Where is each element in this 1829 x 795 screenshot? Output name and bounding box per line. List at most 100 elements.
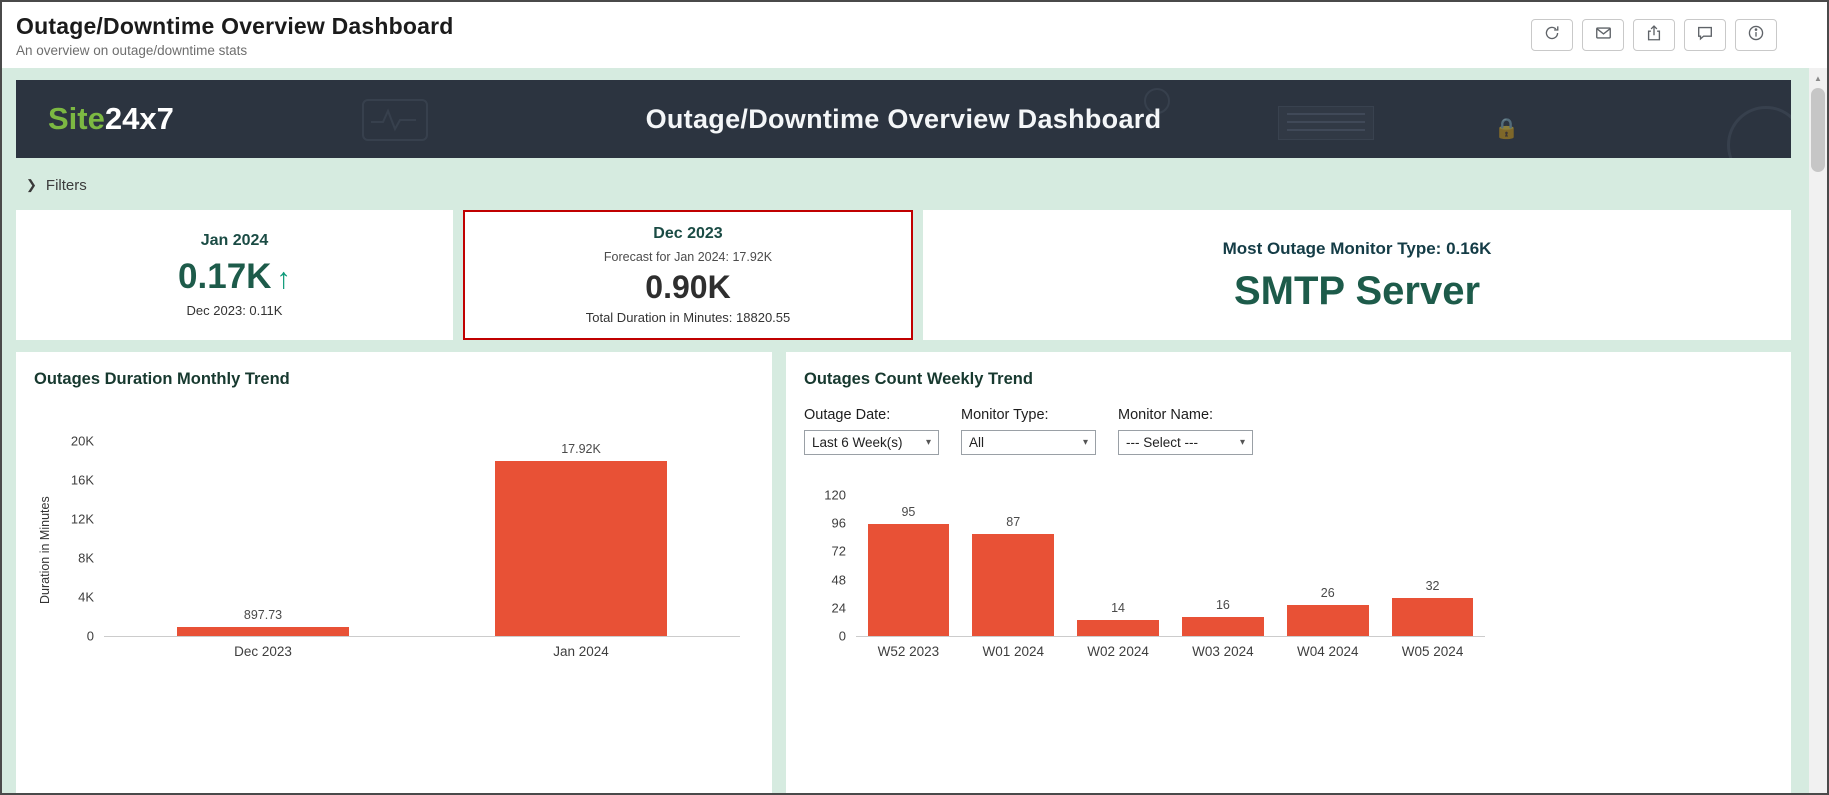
chart-outages-count-weekly: Outages Count Weekly Trend Outage Date: … bbox=[786, 352, 1791, 793]
kpi-card-jan-2024[interactable]: Jan 2024 0.17K ↑ Dec 2023: 0.11K bbox=[16, 210, 453, 340]
dashboard-content: Site24x7 Outage/Downtime Overview Dashbo… bbox=[2, 68, 1827, 793]
pulse-monitor-icon bbox=[361, 98, 429, 147]
y-axis-tick: 16K bbox=[70, 472, 94, 488]
bar-value-label: 14 bbox=[1111, 600, 1126, 615]
bar-w52-2023[interactable]: 95 bbox=[867, 505, 950, 636]
filter-monitor-name: Monitor Name: --- Select --- ▾ bbox=[1118, 407, 1253, 455]
comment-icon bbox=[1696, 24, 1714, 47]
kpi-title: Most Outage Monitor Type: 0.16K bbox=[1222, 239, 1492, 258]
monitor-name-select[interactable]: --- Select --- ▾ bbox=[1118, 430, 1253, 455]
email-button[interactable] bbox=[1582, 19, 1624, 51]
chevron-down-icon: ▾ bbox=[1239, 437, 1245, 448]
y-axis-tick: 4K bbox=[78, 589, 94, 605]
x-axis-label: W01 2024 bbox=[982, 644, 1045, 659]
toolbar bbox=[1531, 19, 1777, 51]
email-icon bbox=[1594, 24, 1613, 47]
outage-date-select[interactable]: Last 6 Week(s) ▾ bbox=[804, 430, 939, 455]
page-header-titles: Outage/Downtime Overview Dashboard An ov… bbox=[16, 13, 454, 58]
monitor-type-select[interactable]: All ▾ bbox=[961, 430, 1096, 455]
bar-w01-2024[interactable]: 87 bbox=[972, 515, 1055, 636]
chart-filters: Outage Date: Last 6 Week(s) ▾ Monitor Typ… bbox=[804, 407, 1773, 455]
x-axis-label: W05 2024 bbox=[1401, 644, 1464, 659]
chevron-right-icon: ❯ bbox=[26, 177, 37, 192]
decorative-circle-icon bbox=[1144, 88, 1170, 114]
x-axis-label: Jan 2024 bbox=[553, 644, 609, 659]
chevron-down-icon: ▾ bbox=[1082, 437, 1088, 448]
export-button[interactable] bbox=[1633, 19, 1675, 51]
kpi-value: 0.17K ↑ bbox=[178, 257, 291, 296]
x-axis-label: W52 2023 bbox=[877, 644, 940, 659]
x-axis-label: W02 2024 bbox=[1087, 644, 1149, 659]
logo-text-green: Site bbox=[48, 101, 105, 136]
kpi-value: SMTP Server bbox=[1233, 269, 1481, 313]
site24x7-logo: Site24x7 bbox=[48, 101, 174, 137]
bar-w05-2024[interactable]: 32 bbox=[1391, 579, 1474, 636]
dashboard-banner: Site24x7 Outage/Downtime Overview Dashbo… bbox=[16, 80, 1791, 158]
y-axis-tick: 12K bbox=[70, 511, 94, 527]
scrollbar-thumb[interactable] bbox=[1811, 88, 1825, 172]
y-axis-tick: 0 bbox=[86, 628, 94, 644]
kpi-footer: Total Duration in Minutes: 18820.55 bbox=[585, 310, 791, 325]
page-subtitle: An overview on outage/downtime stats bbox=[16, 42, 248, 58]
filter-label: Monitor Type: bbox=[961, 407, 1049, 423]
logo-text-white: 24x7 bbox=[104, 101, 174, 136]
vertical-scrollbar[interactable]: ▲ bbox=[1809, 68, 1827, 793]
trend-up-icon: ↑ bbox=[276, 263, 291, 295]
person-icon bbox=[1727, 106, 1791, 158]
banner-title: Outage/Downtime Overview Dashboard bbox=[645, 103, 1162, 134]
x-axis-label: Dec 2023 bbox=[234, 644, 292, 659]
kpi-row: Jan 2024 0.17K ↑ Dec 2023: 0.11K Dec 2023… bbox=[16, 210, 1791, 340]
bar-chart: 0 24 48 72 96 120 95 87 14 16 26 32 W52 2023 W01 2024… bbox=[804, 488, 1773, 659]
decorative-list-icon bbox=[1278, 106, 1374, 140]
y-axis-tick: 0 bbox=[838, 628, 846, 644]
page-title: Outage/Downtime Overview Dashboard bbox=[16, 12, 454, 39]
info-button[interactable] bbox=[1735, 19, 1777, 51]
y-axis-label: Duration in Minutes bbox=[38, 496, 52, 604]
chevron-down-icon: ▾ bbox=[925, 437, 931, 448]
kpi-value: 0.90K bbox=[645, 269, 731, 305]
kpi-footer: Dec 2023: 0.11K bbox=[186, 303, 283, 318]
kpi-card-most-outage-monitor-type[interactable]: Most Outage Monitor Type: 0.16K SMTP Ser… bbox=[923, 210, 1791, 340]
filter-label: Outage Date: bbox=[804, 407, 891, 423]
kpi-subtitle: Forecast for Jan 2024: 17.92K bbox=[603, 250, 773, 264]
filters-toggle[interactable]: ❯ Filters bbox=[26, 172, 1791, 198]
charts-row: Outages Duration Monthly Trend Duration … bbox=[16, 352, 1791, 793]
comment-button[interactable] bbox=[1684, 19, 1726, 51]
bar-value-label: 16 bbox=[1215, 598, 1230, 613]
y-axis-tick: 8K bbox=[78, 550, 94, 566]
chart-title: Outages Duration Monthly Trend bbox=[34, 370, 290, 388]
filters-label: Filters bbox=[45, 176, 87, 194]
kpi-card-dec-2023-highlighted[interactable]: Dec 2023 Forecast for Jan 2024: 17.92K 0… bbox=[463, 210, 913, 340]
bar-w02-2024[interactable]: 14 bbox=[1077, 601, 1159, 636]
bar-value-label: 17.92K bbox=[561, 442, 601, 457]
y-axis-tick: 20K bbox=[70, 433, 94, 449]
bar-jan-2024[interactable]: 17.92K bbox=[495, 442, 667, 636]
info-icon bbox=[1747, 24, 1765, 47]
bar-value-label: 897.73 bbox=[243, 608, 283, 623]
page-header: Outage/Downtime Overview Dashboard An ov… bbox=[2, 2, 1827, 68]
bar-w04-2024[interactable]: 26 bbox=[1286, 586, 1369, 636]
y-axis-tick: 24 bbox=[831, 600, 846, 616]
bar-value-label: 95 bbox=[901, 505, 916, 520]
y-axis-tick: 96 bbox=[831, 515, 846, 531]
y-axis-tick: 48 bbox=[831, 572, 846, 588]
chart-title: Outages Count Weekly Trend bbox=[804, 370, 1033, 388]
kpi-title: Jan 2024 bbox=[200, 232, 269, 249]
y-axis-tick: 120 bbox=[824, 487, 846, 503]
bar-chart: 0 4K 8K 12K 16K 20K 897.73 17.92K Dec 2023 Jan 20… bbox=[56, 434, 754, 659]
bar-dec-2023[interactable]: 897.73 bbox=[177, 608, 349, 636]
refresh-icon bbox=[1543, 24, 1561, 47]
filter-outage-date: Outage Date: Last 6 Week(s) ▾ bbox=[804, 407, 939, 455]
kpi-title: Dec 2023 bbox=[653, 225, 723, 242]
filter-monitor-type: Monitor Type: All ▾ bbox=[961, 407, 1096, 455]
scroll-up-icon[interactable]: ▲ bbox=[1814, 74, 1822, 83]
bar-value-label: 87 bbox=[1006, 514, 1021, 529]
chart-outages-duration-monthly: Outages Duration Monthly Trend Duration … bbox=[16, 352, 772, 793]
bar-value-label: 32 bbox=[1425, 579, 1440, 594]
y-axis-tick: 72 bbox=[831, 543, 846, 559]
lock-icon: 🔒 bbox=[1494, 118, 1519, 140]
refresh-button[interactable] bbox=[1531, 19, 1573, 51]
bar-value-label: 26 bbox=[1320, 586, 1335, 601]
bar-w03-2024[interactable]: 16 bbox=[1182, 598, 1264, 636]
